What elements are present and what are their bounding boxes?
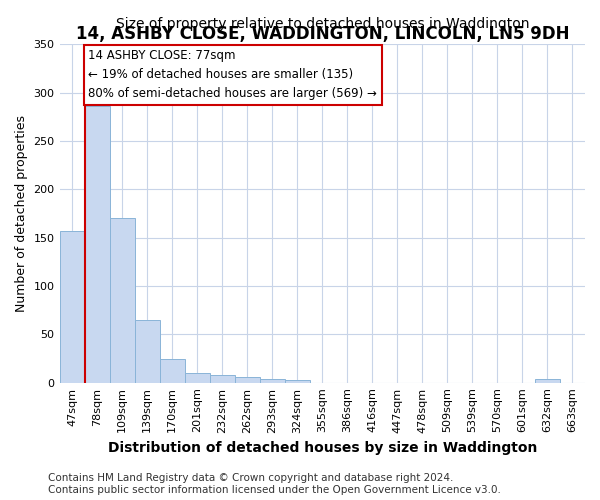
Y-axis label: Number of detached properties: Number of detached properties	[15, 115, 28, 312]
Bar	[134, 320, 160, 382]
Bar	[85, 106, 110, 382]
X-axis label: Distribution of detached houses by size in Waddington: Distribution of detached houses by size …	[107, 441, 537, 455]
Bar	[260, 379, 285, 382]
Bar	[285, 380, 310, 382]
Text: 14 ASHBY CLOSE: 77sqm
← 19% of detached houses are smaller (135)
80% of semi-det: 14 ASHBY CLOSE: 77sqm ← 19% of detached …	[88, 49, 377, 100]
Bar	[209, 375, 235, 382]
Bar	[59, 231, 85, 382]
Title: 14, ASHBY CLOSE, WADDINGTON, LINCOLN, LN5 9DH: 14, ASHBY CLOSE, WADDINGTON, LINCOLN, LN…	[76, 25, 569, 43]
Text: Contains HM Land Registry data © Crown copyright and database right 2024.
Contai: Contains HM Land Registry data © Crown c…	[48, 474, 501, 495]
Bar	[535, 379, 560, 382]
Bar	[160, 358, 185, 382]
Bar	[185, 373, 209, 382]
Bar	[235, 377, 260, 382]
Bar	[110, 218, 134, 382]
Text: Size of property relative to detached houses in Waddington: Size of property relative to detached ho…	[116, 17, 529, 31]
